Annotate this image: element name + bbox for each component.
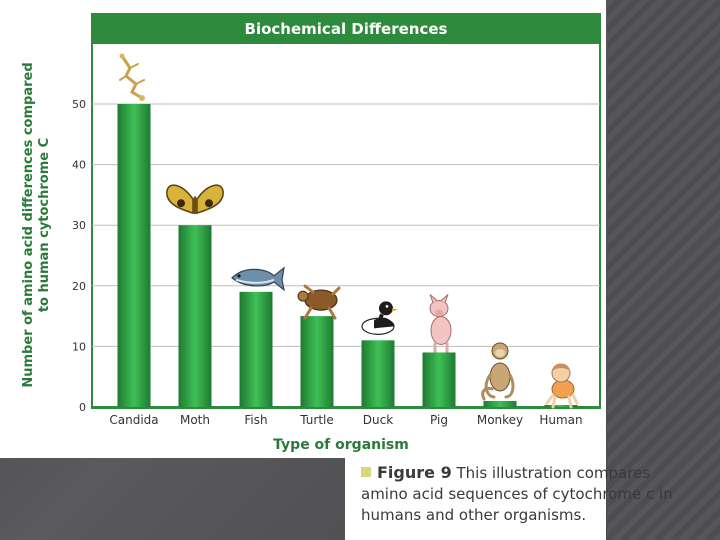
x-tick-label: Fish bbox=[244, 413, 267, 427]
caption-panel bbox=[345, 458, 606, 540]
x-tick-label: Human bbox=[539, 413, 582, 427]
caption-text: This illustration compares amino acid se… bbox=[361, 464, 673, 524]
decorative-stripe bbox=[607, 0, 720, 540]
x-tick-label: Pig bbox=[430, 413, 448, 427]
y-tick-label: 40 bbox=[72, 159, 86, 172]
x-tick-label: Turtle bbox=[299, 413, 333, 427]
candida-icon bbox=[119, 53, 145, 101]
bar-pig bbox=[422, 352, 456, 407]
x-tick-label: Moth bbox=[180, 413, 210, 427]
y-axis-label-line-1: Number of amino acid differences compare… bbox=[21, 62, 36, 387]
turtle-icon bbox=[297, 284, 341, 320]
bar-candida bbox=[117, 104, 151, 407]
figure-caption: Figure 9 This illustration compares amin… bbox=[361, 462, 681, 526]
y-axis-label-line-2: to human cytochrome C bbox=[37, 138, 52, 312]
y-tick-label: 30 bbox=[72, 219, 86, 232]
x-axis-label: Type of organism bbox=[273, 437, 409, 453]
title-bar bbox=[92, 14, 600, 44]
bar-fish bbox=[239, 291, 273, 407]
chart-frame bbox=[91, 13, 601, 409]
y-tick-label: 20 bbox=[72, 280, 86, 293]
y-tick-label: 0 bbox=[79, 401, 86, 414]
monkey-icon bbox=[481, 342, 515, 401]
chart-title: Biochemical Differences bbox=[245, 20, 448, 38]
moth-icon bbox=[166, 184, 224, 215]
x-tick-label: Candida bbox=[109, 413, 158, 427]
human-baby-icon bbox=[545, 363, 579, 409]
figure-label: Figure 9 bbox=[377, 463, 452, 482]
y-tick-label: 50 bbox=[72, 98, 86, 111]
fish-icon bbox=[231, 266, 285, 292]
bar-duck bbox=[361, 340, 395, 407]
x-tick-label: Duck bbox=[363, 413, 393, 427]
bullet-icon bbox=[361, 467, 371, 477]
pig-icon bbox=[429, 294, 452, 353]
bar-human bbox=[544, 405, 578, 407]
x-tick-label: Monkey bbox=[477, 413, 523, 427]
bar-turtle bbox=[300, 316, 334, 407]
duck-icon bbox=[361, 301, 398, 335]
bar-moth bbox=[178, 225, 212, 407]
bar-monkey bbox=[483, 400, 517, 407]
y-tick-label: 10 bbox=[72, 340, 86, 353]
